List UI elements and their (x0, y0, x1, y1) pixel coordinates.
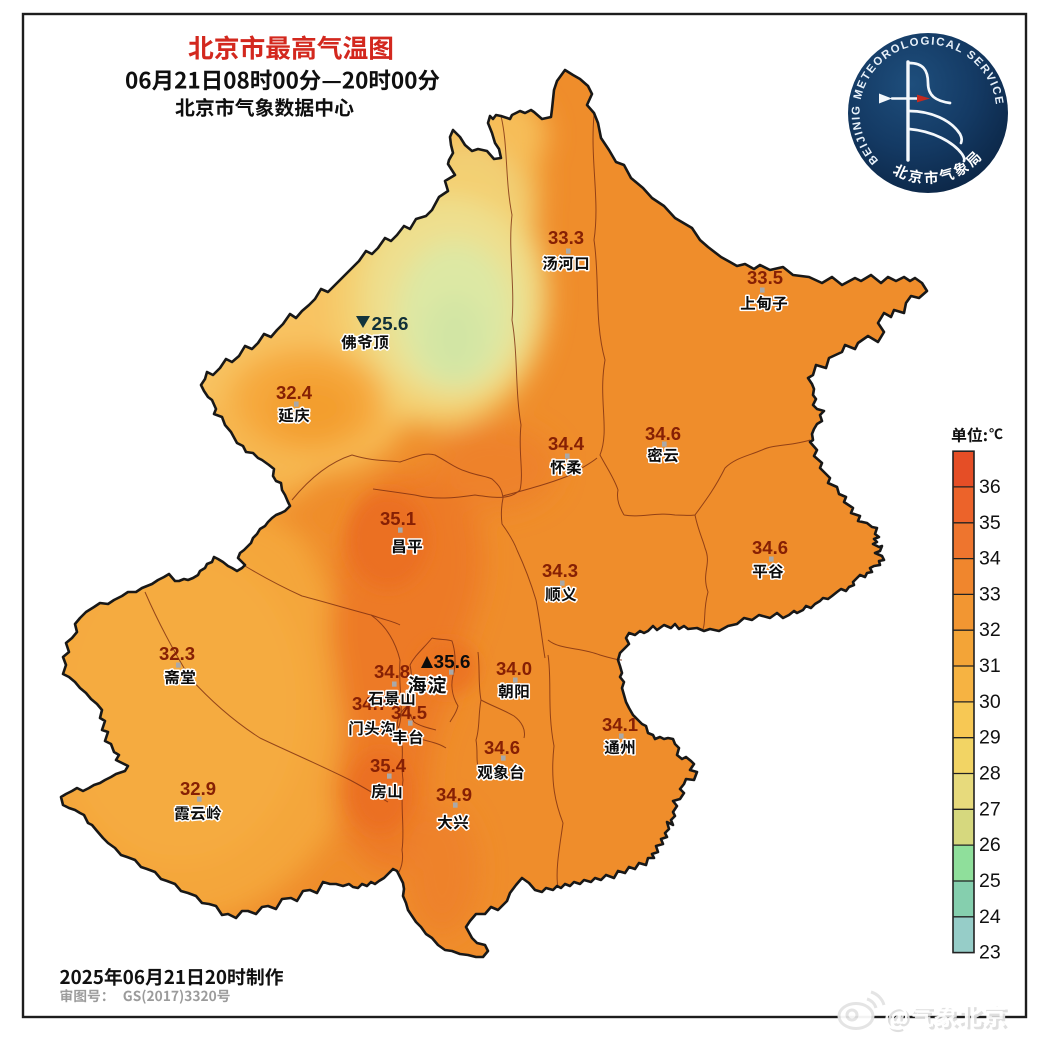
svg-text:30: 30 (979, 691, 1001, 713)
svg-text:34.1: 34.1 (602, 714, 638, 735)
svg-text:35.4: 35.4 (370, 755, 407, 776)
svg-text:34.3: 34.3 (542, 560, 578, 581)
svg-text:34.8: 34.8 (374, 661, 410, 682)
svg-text:23: 23 (979, 942, 1001, 964)
svg-text:33.3: 33.3 (548, 227, 584, 248)
svg-text:32: 32 (979, 619, 1001, 641)
svg-text:34.9: 34.9 (436, 784, 472, 805)
svg-text:34.5: 34.5 (391, 702, 427, 723)
svg-text:24: 24 (979, 906, 1001, 928)
svg-text:35: 35 (979, 512, 1001, 534)
svg-text:25: 25 (979, 870, 1001, 892)
svg-text:34: 34 (979, 548, 1001, 570)
svg-text:33.5: 33.5 (747, 267, 783, 288)
svg-text:33: 33 (979, 583, 1001, 605)
svg-text:25.6: 25.6 (372, 313, 409, 334)
svg-text:34.6: 34.6 (752, 537, 788, 558)
svg-text:34.6: 34.6 (645, 423, 681, 444)
svg-text:32.9: 32.9 (180, 778, 216, 799)
svg-text:35.1: 35.1 (380, 508, 416, 529)
svg-text:34.6: 34.6 (484, 737, 520, 758)
svg-text:34.4: 34.4 (548, 433, 585, 454)
svg-text:32.4: 32.4 (276, 382, 313, 403)
svg-text:32.3: 32.3 (159, 643, 195, 664)
svg-text:27: 27 (979, 798, 1001, 820)
svg-text:26: 26 (979, 834, 1001, 856)
svg-text:35.6: 35.6 (434, 651, 471, 672)
svg-text:34.0: 34.0 (496, 658, 532, 679)
svg-text:28: 28 (979, 763, 1001, 785)
svg-text:31: 31 (979, 655, 1001, 677)
svg-text:36: 36 (979, 476, 1001, 498)
svg-text:29: 29 (979, 727, 1001, 749)
